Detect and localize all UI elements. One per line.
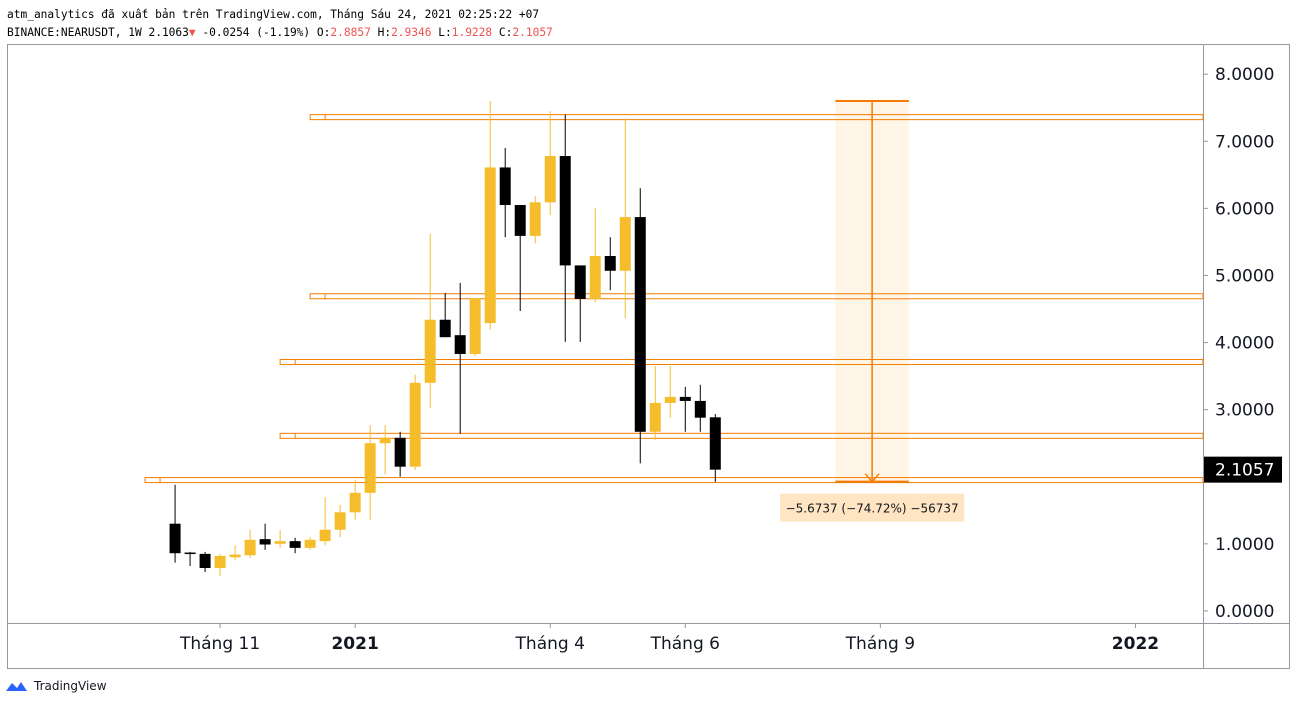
measure-label-box <box>780 493 965 522</box>
candle-body <box>259 539 271 545</box>
ohlc-key: O: <box>317 26 330 39</box>
candle-body <box>619 217 631 271</box>
x-tick-label: Tháng 4 <box>515 634 585 654</box>
candle-body <box>169 523 181 554</box>
y-tick-label: 5.0000 <box>1215 266 1274 286</box>
candle-body <box>274 541 286 544</box>
candle-body <box>244 539 256 556</box>
candle-body <box>379 437 391 444</box>
ohlc-value: 2.9346 <box>391 26 432 39</box>
candle-body <box>589 256 601 299</box>
ohlc-key: C: <box>499 26 512 39</box>
ohlc-value: 1.9228 <box>452 26 493 39</box>
candle-body <box>409 382 421 467</box>
price: 2.1063 <box>148 26 188 39</box>
legend: BINANCE:NEARUSDT, 1W 2.1063▼ -0.0254 (-1… <box>7 26 553 39</box>
candle-body <box>319 529 331 542</box>
candle-body <box>424 319 436 383</box>
ohlc-value: 2.8857 <box>330 26 370 39</box>
x-tick-label: 2021 <box>331 634 378 654</box>
candle-body <box>604 256 616 271</box>
candle-body <box>514 205 526 236</box>
candle-body <box>394 437 406 467</box>
arrow: ▼ <box>189 26 196 39</box>
level <box>309 293 1204 300</box>
candle-body <box>694 400 706 418</box>
y-tick-label: 4.0000 <box>1215 334 1274 354</box>
candle-body <box>289 541 301 548</box>
candle-body <box>349 492 361 513</box>
candle-body <box>679 396 691 401</box>
y-tick-label: 8.0000 <box>1215 65 1274 85</box>
candle-body <box>334 512 346 530</box>
x-tick-label: 2022 <box>1112 634 1159 654</box>
y-tick-label: 1.0000 <box>1215 535 1274 555</box>
symbol: BINANCE:NEARUSDT, 1W <box>7 26 142 39</box>
candle-body <box>469 298 481 354</box>
candle-body <box>574 265 586 299</box>
logo: TradingView <box>6 679 107 693</box>
ohlc-key: H: <box>378 26 391 39</box>
y-tick-label: 6.0000 <box>1215 199 1274 219</box>
ohlc-key: L: <box>438 26 451 39</box>
candle-body <box>229 554 241 558</box>
y-tick-label: 7.0000 <box>1215 132 1274 152</box>
candle-body <box>664 396 676 403</box>
y-tick-label: 3.0000 <box>1215 401 1274 421</box>
candle-body <box>304 539 316 548</box>
candle-body <box>184 552 196 555</box>
ohlc-value: 2.1057 <box>512 26 552 39</box>
candle-body <box>634 217 646 432</box>
candle-body <box>544 156 556 203</box>
change: -0.0254 (-1.19%) <box>202 26 310 39</box>
footer: TradingView <box>33 679 107 693</box>
last-price-box <box>1204 456 1282 483</box>
level <box>279 359 1204 366</box>
logo-icon <box>6 682 27 691</box>
candle-body <box>529 202 541 236</box>
candle-body <box>499 167 511 206</box>
candle-body <box>199 553 211 568</box>
x-tick-label: Tháng 9 <box>845 634 915 654</box>
candle-body <box>649 402 661 432</box>
level <box>279 432 1204 439</box>
x-tick-label: Tháng 6 <box>650 634 720 654</box>
level <box>309 114 1204 121</box>
candle-body <box>454 335 466 354</box>
candle-body <box>439 319 451 338</box>
candle-body <box>484 167 496 324</box>
candle-body <box>709 417 721 470</box>
measure-arrowhead <box>864 473 880 483</box>
level <box>144 477 1204 484</box>
frame <box>7 44 1290 669</box>
candle-body <box>559 156 571 266</box>
x-tick-label: Tháng 11 <box>179 634 260 654</box>
candle-body <box>214 555 226 568</box>
last-price-label: 2.1057 <box>1215 461 1274 481</box>
header: atm_analytics đã xuất bản trên TradingVi… <box>7 8 539 21</box>
measure-label: −5.6737 (−74.72%) −56737 <box>786 502 959 516</box>
candle-body <box>364 443 376 493</box>
y-tick-label: 0.0000 <box>1215 602 1274 622</box>
